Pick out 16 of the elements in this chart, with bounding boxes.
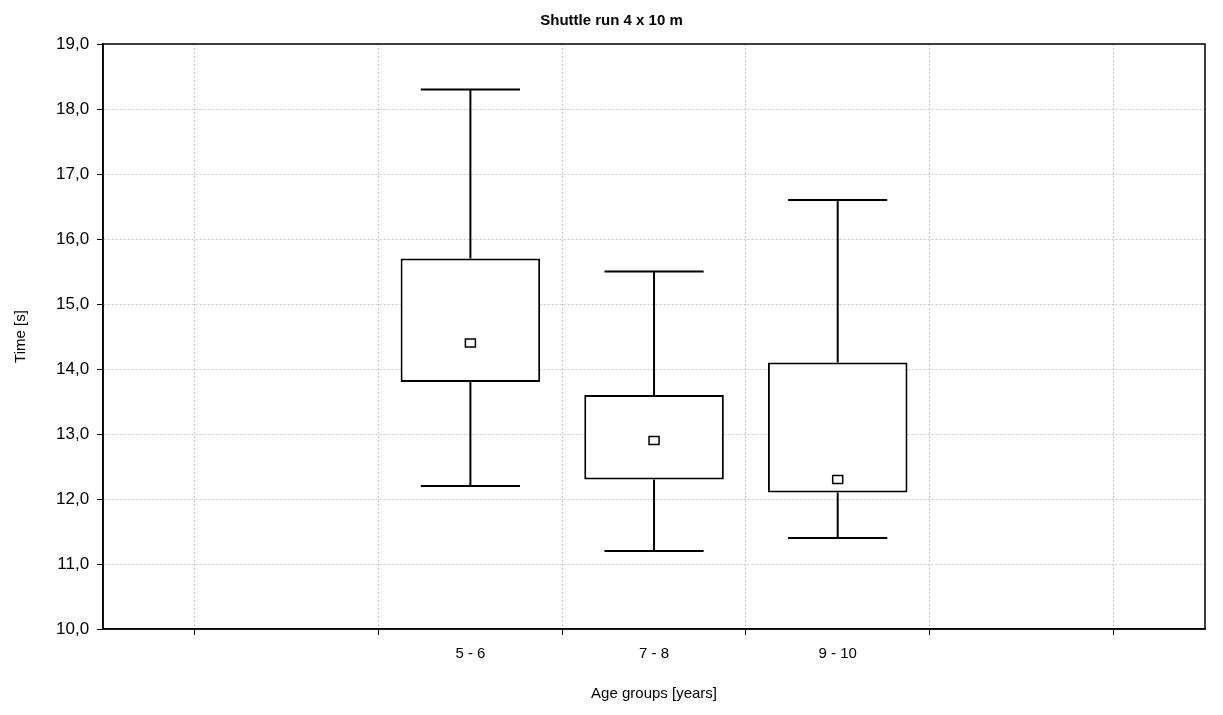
y-tick-label: 14,0 <box>55 358 90 378</box>
y-tick-label: 16,0 <box>55 228 90 248</box>
y-tick-label: 12,0 <box>55 488 90 508</box>
x-tick-label: 5 - 6 <box>455 644 486 662</box>
y-tick-label: 10,0 <box>55 618 90 638</box>
y-axis-title: Time [s] <box>11 310 29 363</box>
x-tick-label: 7 - 8 <box>639 644 670 662</box>
x-axis-title: Age groups [years] <box>591 684 717 702</box>
y-tick-label: 19,0 <box>55 33 90 53</box>
y-tick-label: 18,0 <box>55 98 90 118</box>
x-tick-label: 9 - 10 <box>818 644 857 662</box>
y-tick-label: 13,0 <box>55 423 90 443</box>
y-tick-label: 17,0 <box>55 163 90 183</box>
chart-title: Shuttle run 4 x 10 m <box>540 11 683 29</box>
y-tick-label: 15,0 <box>55 293 90 313</box>
y-tick-label: 11,0 <box>57 553 90 573</box>
